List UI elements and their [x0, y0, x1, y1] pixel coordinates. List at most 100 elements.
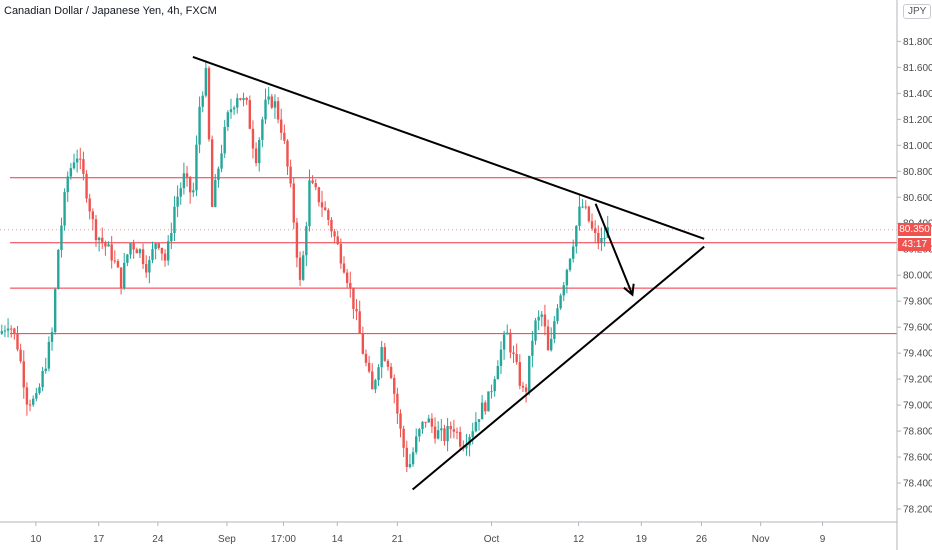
candle-up: [198, 106, 201, 145]
candle-down: [28, 404, 32, 406]
candle-up: [179, 188, 182, 197]
candle-down: [333, 231, 336, 237]
candle-down: [518, 362, 522, 386]
price-tick-label: 78.600: [903, 453, 932, 464]
candle-down: [19, 349, 22, 362]
candle-down: [546, 326, 550, 351]
candle-down: [524, 387, 528, 392]
candle-down: [135, 249, 138, 254]
candle-up: [550, 338, 553, 351]
candle-down: [405, 447, 408, 468]
candle-up: [427, 418, 430, 423]
trendline-lower: [411, 245, 705, 491]
candle-down: [597, 232, 600, 243]
candle-up: [559, 295, 562, 309]
candle-up: [493, 379, 496, 392]
candle-down: [587, 206, 591, 222]
candle-up: [173, 206, 176, 234]
candle-up: [261, 119, 264, 140]
time-tick-label: 17:00: [271, 534, 296, 545]
candle-up: [600, 237, 603, 243]
candle-up: [232, 107, 236, 110]
candle-up: [223, 126, 226, 154]
candle-up: [60, 225, 63, 250]
candle-up: [242, 98, 245, 100]
price-tick-label: 80.000: [903, 271, 932, 282]
price-tick-label: 79.200: [903, 375, 932, 386]
candle-up: [440, 428, 443, 431]
candle-down: [458, 431, 462, 447]
candle-up: [408, 464, 412, 468]
candle-down: [327, 210, 330, 220]
candle-down: [455, 431, 459, 433]
candle-up: [534, 320, 537, 341]
candle-down: [371, 371, 374, 390]
candle-up: [220, 153, 223, 169]
price-tick-label: 78.400: [903, 479, 932, 490]
candle-down: [452, 429, 456, 432]
candle-down: [110, 244, 113, 261]
candle-up: [506, 332, 509, 335]
candle-down: [88, 198, 91, 212]
currency-badge[interactable]: JPY: [903, 4, 932, 19]
candle-down: [145, 264, 148, 273]
candle-down: [295, 222, 299, 258]
candle-up: [487, 391, 490, 412]
candle-up: [258, 139, 261, 164]
candle-up: [217, 168, 220, 180]
trendlines[interactable]: [192, 56, 705, 491]
candle-down: [132, 243, 135, 250]
candle-down: [396, 393, 399, 414]
candle-up: [69, 168, 73, 177]
candle-down: [358, 311, 361, 334]
candle-up: [182, 173, 186, 189]
candle-down: [286, 140, 289, 167]
candle-down: [292, 183, 295, 223]
candle-down: [141, 249, 145, 265]
horizontal-levels[interactable]: [0, 177, 897, 335]
candle-up: [471, 431, 474, 437]
candle-up: [214, 179, 217, 207]
candle-down: [85, 173, 88, 199]
candle-up: [226, 112, 230, 127]
candle-up: [229, 109, 233, 113]
price-tick-label: 79.000: [903, 401, 932, 412]
candle-up: [411, 452, 415, 465]
candle-down: [251, 128, 255, 149]
time-tick-label: Oct: [484, 534, 500, 545]
candle-down: [512, 352, 515, 354]
candle-up: [264, 99, 267, 120]
candle-up: [377, 367, 380, 381]
candle-down: [336, 236, 339, 245]
time-tick-label: 24: [152, 534, 164, 545]
price-tick-label: 79.600: [903, 323, 932, 334]
candle-up: [267, 96, 270, 100]
projection-arrow-shaft: [594, 203, 634, 296]
candle-up: [418, 429, 421, 437]
candle-down: [543, 314, 547, 327]
candle-down: [330, 219, 333, 232]
candle-up: [148, 260, 151, 273]
candle-down: [160, 247, 164, 254]
candle-up: [176, 196, 179, 207]
candle-down: [163, 253, 167, 261]
price-tick-label: 78.200: [903, 505, 932, 516]
time-tick-label: 9: [820, 534, 826, 545]
candle-down: [248, 100, 252, 129]
candle-up: [3, 330, 7, 332]
candle-down: [424, 421, 427, 423]
candle-down: [276, 101, 280, 120]
candle-down: [399, 413, 402, 429]
candle-up: [204, 68, 208, 96]
time-tick-label: 17: [93, 534, 105, 545]
candle-down: [119, 267, 123, 289]
candle-up: [31, 398, 35, 405]
price-tick-label: 80.600: [903, 193, 932, 204]
candle-down: [311, 180, 314, 184]
candle-down: [443, 428, 446, 442]
candle-up: [480, 402, 484, 420]
candle-down: [449, 426, 452, 430]
candle-up: [44, 368, 47, 371]
